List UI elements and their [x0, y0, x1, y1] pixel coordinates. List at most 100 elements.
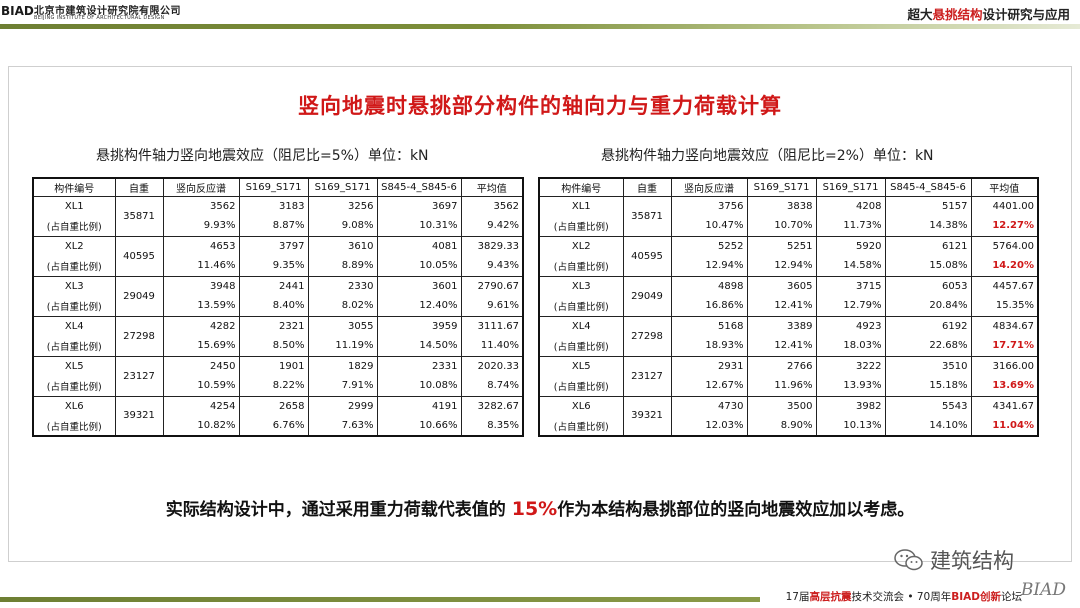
force-value: 2330	[307, 275, 378, 296]
right-table-caption: 悬挑构件轴力竖向地震效应（阻尼比=2%）单位：kN	[601, 148, 934, 164]
footer-logo: BIAD	[1020, 580, 1066, 600]
ratio-value: 11.96%	[746, 376, 817, 397]
ratio-value: 12.94%	[746, 256, 817, 277]
member-id: XL1	[32, 195, 116, 216]
force-value: 5764.00	[970, 235, 1039, 256]
ratio-label: (占自重比例)	[538, 256, 624, 277]
ratio-value: 15.18%	[884, 376, 972, 397]
table-row-ratio: (占自重比例) 13.59% 8.40% 8.02% 12.40% 9.61%	[32, 296, 524, 317]
ratio-value: 10.08%	[376, 376, 462, 397]
force-value: 3389	[746, 315, 817, 336]
force-value: 3510	[884, 355, 972, 376]
ratio-value: 14.50%	[376, 336, 462, 357]
force-value: 5543	[884, 395, 972, 416]
force-value: 3183	[238, 195, 309, 216]
ratio-label: (占自重比例)	[538, 336, 624, 357]
ratio-value: 8.50%	[238, 336, 309, 357]
self-weight: 40595	[114, 235, 164, 277]
member-id: XL3	[32, 275, 116, 296]
footer-post: 论坛	[1001, 591, 1022, 603]
table-row-ratio: (占自重比例) 10.82% 6.76% 7.63% 10.66% 8.35%	[32, 416, 524, 437]
ratio-value: 9.42%	[460, 216, 524, 237]
force-value: 5920	[815, 235, 886, 256]
self-weight: 29049	[622, 275, 672, 317]
right-data-table: 构件编号 自重 竖向反应谱 S169_S171 S169_S171 S845-4_S845…	[538, 177, 1039, 437]
force-value: 4081	[376, 235, 462, 256]
member-id: XL4	[538, 315, 624, 336]
table-row: XL3 29049 3948 2441 2330 3601 2790.67	[32, 275, 524, 317]
section-title-post: 设计研究与应用	[982, 7, 1070, 22]
member-id: XL6	[538, 395, 624, 416]
org-name-cn: 北京市建筑设计研究院有限公司	[34, 6, 181, 17]
ratio-value: 17.71%	[970, 336, 1039, 357]
force-value: 3562	[460, 195, 524, 216]
force-value: 2999	[307, 395, 378, 416]
ratio-value: 8.35%	[460, 416, 524, 437]
ratio-value: 10.70%	[746, 216, 817, 237]
column-header: S169_S171	[307, 177, 378, 197]
ratio-value: 10.31%	[376, 216, 462, 237]
conclusion-percentage: 15%	[511, 498, 558, 520]
ratio-value: 8.90%	[746, 416, 817, 437]
table-row: XL6 39321 4254 2658 2999 4191 3282.67	[32, 395, 524, 437]
table-row: XL2 40595 5252 5251 5920 6121 5764.00	[538, 235, 1039, 277]
table-row-ratio: (占自重比例) 12.94% 12.94% 14.58% 15.08% 14.20%	[538, 256, 1039, 277]
ratio-value: 9.43%	[460, 256, 524, 277]
ratio-value: 18.03%	[815, 336, 886, 357]
footer-highlight-2: BIAD创新	[951, 591, 1001, 603]
column-header: 自重	[622, 177, 672, 197]
footer-highlight-1: 高层抗震	[809, 591, 852, 603]
ratio-value: 20.84%	[884, 296, 972, 317]
member-id: XL6	[32, 395, 116, 416]
force-value: 4401.00	[970, 195, 1039, 216]
ratio-value: 13.59%	[162, 296, 240, 317]
ratio-value: 15.35%	[970, 296, 1039, 317]
ratio-value: 12.41%	[746, 336, 817, 357]
column-header: 自重	[114, 177, 164, 197]
self-weight: 39321	[114, 395, 164, 437]
table-row: XL4 27298 4282 2321 3055 3959 3111.67	[32, 315, 524, 357]
ratio-value: 9.61%	[460, 296, 524, 317]
table-row: XL4 27298 5168 3389 4923 6192 4834.67	[538, 315, 1039, 357]
ratio-label: (占自重比例)	[538, 216, 624, 237]
member-id: XL4	[32, 315, 116, 336]
conclusion-text: 实际结构设计中，通过采用重力荷载代表值的 15%作为本结构悬挑部位的竖向地震效应…	[0, 495, 1080, 520]
footer-bar	[0, 597, 760, 602]
left-table-caption: 悬挑构件轴力竖向地震效应（阻尼比=5%）单位：kN	[96, 148, 429, 164]
ratio-value: 14.58%	[815, 256, 886, 277]
force-value: 3111.67	[460, 315, 524, 336]
table-row-ratio: (占自重比例) 12.03% 8.90% 10.13% 14.10% 11.04%	[538, 416, 1039, 437]
ratio-value: 12.03%	[670, 416, 748, 437]
member-id: XL5	[32, 355, 116, 376]
wechat-icon	[894, 549, 923, 571]
ratio-value: 12.67%	[670, 376, 748, 397]
force-value: 4341.67	[970, 395, 1039, 416]
footer-text: 17届高层抗震技术交流会 • 70周年BIAD创新论坛	[786, 589, 1022, 604]
ratio-value: 10.05%	[376, 256, 462, 277]
table-row: XL3 29049 4898 3605 3715 6053 4457.67	[538, 275, 1039, 317]
ratio-value: 8.87%	[238, 216, 309, 237]
force-value: 3562	[162, 195, 240, 216]
force-value: 2931	[670, 355, 748, 376]
column-header: 竖向反应谱	[162, 177, 240, 197]
force-value: 2441	[238, 275, 309, 296]
force-value: 5168	[670, 315, 748, 336]
column-header: 平均值	[460, 177, 524, 197]
ratio-value: 15.08%	[884, 256, 972, 277]
force-value: 3282.67	[460, 395, 524, 416]
ratio-value: 12.79%	[815, 296, 886, 317]
force-value: 4923	[815, 315, 886, 336]
ratio-value: 8.89%	[307, 256, 378, 277]
force-value: 3605	[746, 275, 817, 296]
ratio-value: 10.66%	[376, 416, 462, 437]
header-bar	[0, 24, 1080, 29]
force-value: 2020.33	[460, 355, 524, 376]
table-row: XL1 35871 3562 3183 3256 3697 3562	[32, 195, 524, 237]
ratio-value: 12.40%	[376, 296, 462, 317]
force-value: 4898	[670, 275, 748, 296]
ratio-value: 11.19%	[307, 336, 378, 357]
table-row-ratio: (占自重比例) 10.59% 8.22% 7.91% 10.08% 8.74%	[32, 376, 524, 397]
ratio-value: 9.08%	[307, 216, 378, 237]
self-weight: 39321	[622, 395, 672, 437]
self-weight: 23127	[622, 355, 672, 397]
